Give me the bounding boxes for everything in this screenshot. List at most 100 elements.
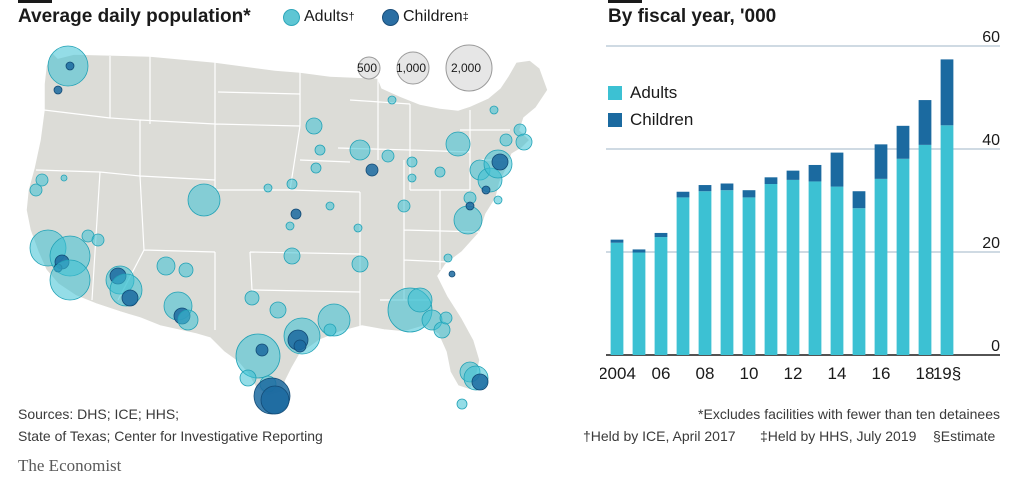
facility-bubble (489, 105, 499, 115)
facility-bubble (491, 153, 509, 171)
facility-bubbles (29, 45, 533, 415)
children-dot-icon (382, 8, 399, 26)
facility-bubble (305, 117, 323, 135)
facility-bubble (433, 321, 451, 339)
x-tick-label: 12 (784, 364, 803, 383)
facility-bubble (35, 173, 49, 187)
bar-adults (896, 158, 910, 355)
size-legend-2000: 2,000 (451, 61, 482, 75)
facility-bubble (293, 339, 307, 353)
facility-bubble (381, 149, 395, 163)
bar-adults (918, 144, 932, 355)
bar-children (808, 164, 822, 182)
facility-bubble (465, 201, 475, 211)
facility-bubble (471, 373, 489, 391)
adults-swatch-icon (608, 86, 622, 100)
facility-bubble (323, 323, 337, 337)
footnote-hhs: ‡Held by HHS, July 2019 (760, 428, 917, 444)
facility-bubble (285, 221, 295, 231)
bar-children (610, 239, 624, 243)
facility-bubble (178, 262, 194, 278)
bar-adults (720, 190, 734, 355)
facility-bubble (443, 253, 453, 263)
x-tick-label: 08 (696, 364, 715, 383)
bar-adults (830, 186, 844, 355)
facility-bubble (397, 199, 411, 213)
legend-children: Children ‡ (382, 8, 469, 26)
size-legend (357, 44, 493, 92)
bar-children (742, 190, 756, 198)
facility-bubble (269, 301, 287, 319)
adults-dot-icon (283, 8, 300, 26)
bar-children (940, 59, 954, 126)
facility-bubble (387, 95, 397, 105)
size-legend-500: 500 (357, 61, 378, 75)
bar-adults (610, 242, 624, 355)
bar-children (852, 191, 866, 209)
bar-children (676, 191, 690, 198)
children-swatch-icon (608, 113, 622, 127)
bar-children (918, 100, 932, 145)
size-legend-1000: 1,000 (396, 61, 427, 75)
bar-children (632, 249, 646, 253)
facility-bubble (260, 385, 290, 415)
sources-line-1: Sources: DHS; ICE; HHS; (18, 406, 180, 422)
bar-children (698, 185, 712, 192)
facility-bubble (456, 398, 468, 410)
facility-bubble (325, 201, 335, 211)
facility-bubble (49, 259, 91, 301)
facility-bubble (445, 131, 471, 157)
facility-bubble (177, 309, 199, 331)
bar-adults (852, 208, 866, 355)
legend-children-marker: ‡ (462, 11, 469, 23)
facility-bubble (351, 255, 369, 273)
facility-bubble (448, 270, 456, 278)
facility-bubble (290, 208, 302, 220)
bar-adults (654, 237, 668, 355)
x-tick-label: 10 (740, 364, 759, 383)
facility-bubble (121, 289, 139, 307)
x-tick-label: 14 (828, 364, 847, 383)
facility-bubble (310, 162, 322, 174)
facility-bubble (53, 85, 63, 95)
x-tick-label: 06 (652, 364, 671, 383)
facility-bubble (29, 183, 43, 197)
facility-bubble (283, 247, 301, 265)
bar-adults (874, 178, 888, 355)
x-tick-label: 16 (872, 364, 891, 383)
facility-bubble (239, 369, 257, 387)
facility-bubble (187, 183, 221, 217)
facility-bubble (515, 133, 533, 151)
bar-adults (676, 197, 690, 355)
facility-bubble (439, 311, 453, 325)
facility-bubble (255, 343, 269, 357)
chart-legend-adults: Adults (608, 83, 677, 103)
bar-children (896, 125, 910, 159)
bar-adults (742, 197, 756, 355)
footnote-ice: †Held by ICE, April 2017 (583, 428, 736, 444)
facility-bubble (60, 174, 68, 182)
facility-bubble (314, 144, 326, 156)
bar-adults (786, 179, 800, 355)
bar-adults (764, 184, 778, 355)
facility-bubble (406, 156, 418, 168)
y-tick-label: 60 (982, 30, 1000, 46)
bar-children (874, 144, 888, 179)
facility-bubble (493, 195, 503, 205)
map-title: Average daily population* (18, 6, 251, 27)
facility-bubble (235, 333, 281, 379)
footnote-excludes: *Excludes facilities with fewer than ten… (698, 406, 1000, 422)
bar-adults (698, 191, 712, 355)
bar-adults (940, 125, 954, 355)
left-title-rule (18, 0, 52, 3)
chart-legend-children: Children (608, 110, 693, 130)
y-tick-label: 0 (991, 338, 1000, 355)
state-borders (35, 56, 510, 330)
facility-bubble (156, 256, 176, 276)
bar-children (654, 232, 668, 238)
bar-children (830, 152, 844, 187)
facility-bubble (286, 178, 298, 190)
legend-adults: Adults † (283, 8, 355, 26)
facility-bubble (263, 183, 273, 193)
legend-adults-marker: † (348, 11, 355, 23)
